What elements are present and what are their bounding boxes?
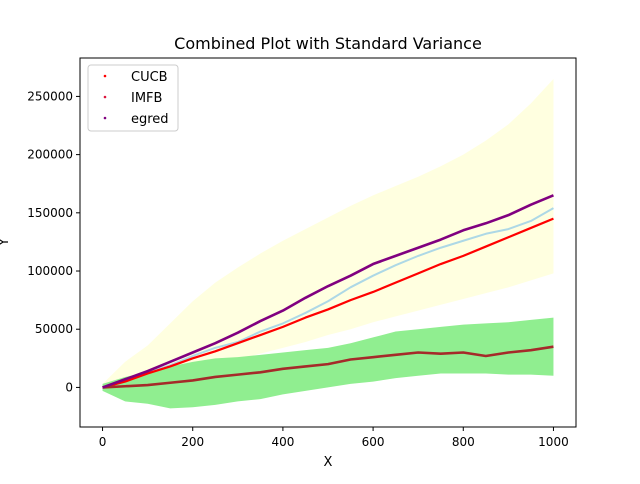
x-axis-label: X xyxy=(324,455,333,470)
chart-title: Combined Plot with Standard Variance xyxy=(174,34,482,53)
x-tick-label: 0 xyxy=(99,435,107,449)
legend-label: CUCB xyxy=(131,70,168,85)
legend-label: egred xyxy=(131,112,169,127)
y-tick-label: 0 xyxy=(65,380,73,394)
legend-box xyxy=(87,64,179,132)
x-tick-label: 800 xyxy=(452,435,475,449)
legend-marker xyxy=(103,95,107,99)
legend-label: IMFB xyxy=(131,91,162,106)
y-tick-label: 250000 xyxy=(27,89,73,103)
x-tick-label: 400 xyxy=(271,435,294,449)
plot-frame xyxy=(79,57,577,428)
y-tick-label: 200000 xyxy=(27,148,73,162)
x-tick-label: 200 xyxy=(181,435,204,449)
series-line-cucb xyxy=(102,217,554,389)
variance-band-0 xyxy=(102,78,554,390)
y-tick-label: 150000 xyxy=(27,206,73,220)
series-line-1 xyxy=(102,347,554,389)
legend: CUCB IMFB egred xyxy=(87,64,179,132)
series-line-egred xyxy=(102,194,554,389)
legend-marker xyxy=(103,116,107,120)
series-line-0 xyxy=(102,207,554,389)
x-tick-label: 1000 xyxy=(538,435,569,449)
series-line-imfb xyxy=(102,345,554,389)
legend-marker xyxy=(103,74,107,78)
y-axis-label: Y xyxy=(0,238,12,247)
x-tick-label: 600 xyxy=(362,435,385,449)
y-tick-label: 100000 xyxy=(27,264,73,278)
y-tick-label: 50000 xyxy=(35,322,73,336)
